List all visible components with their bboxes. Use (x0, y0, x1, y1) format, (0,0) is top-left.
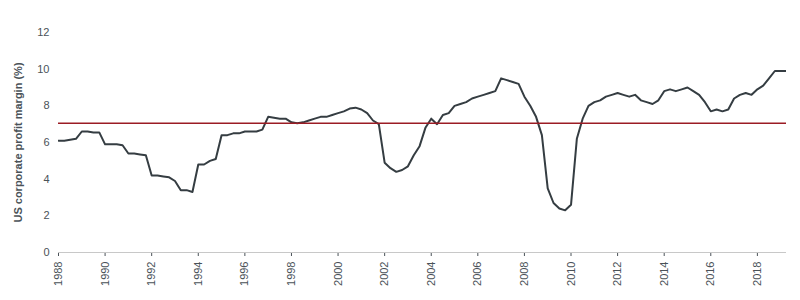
svg-text:2: 2 (43, 209, 49, 221)
svg-text:1992: 1992 (145, 262, 157, 286)
svg-text:0: 0 (43, 246, 49, 258)
svg-text:1994: 1994 (192, 262, 204, 286)
svg-text:2010: 2010 (565, 262, 577, 286)
svg-text:2006: 2006 (471, 262, 483, 286)
svg-text:10: 10 (37, 63, 49, 75)
svg-text:1996: 1996 (238, 262, 250, 286)
svg-text:US corporate profit margin (%): US corporate profit margin (%) (12, 62, 24, 222)
svg-text:2018: 2018 (751, 262, 763, 286)
svg-text:2014: 2014 (658, 262, 670, 286)
svg-text:8: 8 (43, 99, 49, 111)
svg-text:12: 12 (37, 26, 49, 38)
svg-text:1990: 1990 (99, 262, 111, 286)
svg-text:1988: 1988 (52, 262, 64, 286)
svg-text:2000: 2000 (332, 262, 344, 286)
svg-text:4: 4 (43, 173, 49, 185)
svg-text:2002: 2002 (378, 262, 390, 286)
svg-text:2012: 2012 (611, 262, 623, 286)
svg-text:2016: 2016 (704, 262, 716, 286)
svg-text:6: 6 (43, 136, 49, 148)
svg-text:1998: 1998 (285, 262, 297, 286)
svg-text:2004: 2004 (425, 262, 437, 286)
svg-text:2008: 2008 (518, 262, 530, 286)
